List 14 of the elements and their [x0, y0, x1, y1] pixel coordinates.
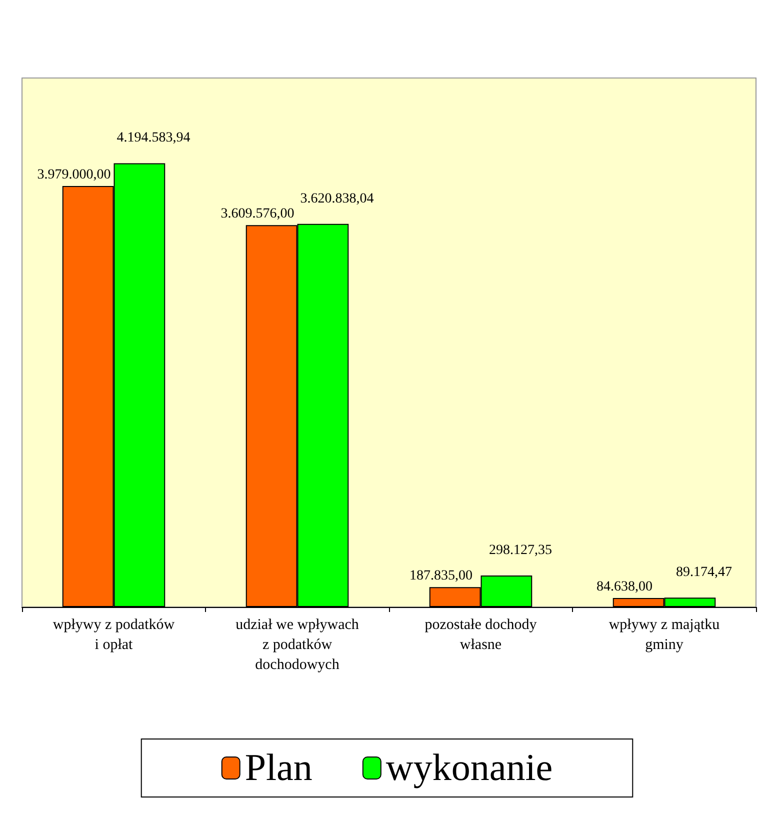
legend-label: wykonanie — [386, 747, 553, 789]
x-tick-label: udział we wpływach z podatków dochodowych — [236, 617, 360, 673]
x-tick-label: pozostałe dochody własne — [424, 617, 538, 653]
data-label: 3.620.838,04 — [300, 191, 374, 206]
legend-label: Plan — [244, 747, 312, 789]
data-label: 3.609.576,00 — [220, 206, 294, 222]
data-label: 3.979.000,00 — [37, 168, 111, 183]
data-label: 4.194.583,94 — [116, 130, 190, 146]
x-tick-label: wpływy z podatków i opłat — [52, 617, 175, 653]
data-label: 187.835,00 — [410, 568, 473, 584]
x-tick-label: wpływy z majątku gminy — [608, 617, 720, 653]
data-label: 89.174,47 — [676, 565, 732, 580]
data-label: 298.127,35 — [488, 542, 552, 558]
data-label: 84.638,00 — [596, 580, 653, 595]
